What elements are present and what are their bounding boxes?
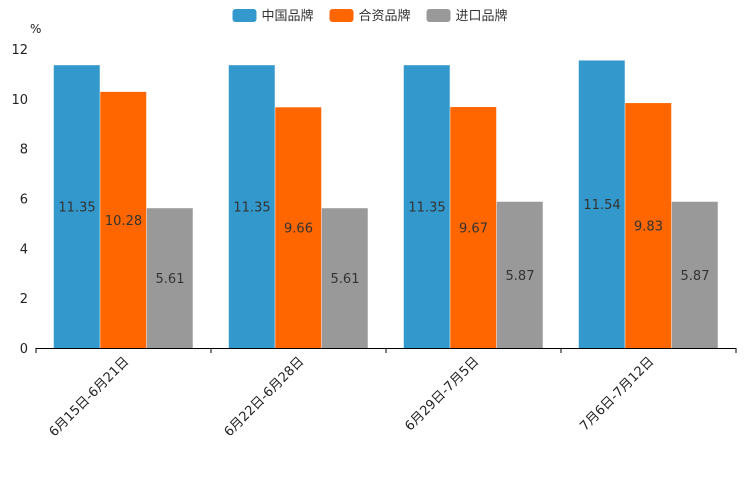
y-tick-label: 2 xyxy=(20,292,28,307)
bar xyxy=(53,65,100,348)
y-tick-label: 12 xyxy=(11,43,28,58)
x-category-label: 7月6日-7月12日 xyxy=(577,354,657,434)
y-tick-label: 4 xyxy=(20,242,28,257)
data-label: 9.83 xyxy=(634,220,663,235)
y-tick-label: 10 xyxy=(11,93,28,108)
y-axis: 0 2 4 6 8 10 12 xyxy=(11,43,28,357)
bar xyxy=(496,201,543,348)
data-label: 11.54 xyxy=(583,198,620,213)
bars: 11.35 10.28 5.61 11.35 9.66 5.61 11.35 9.67 5.87… xyxy=(53,60,718,349)
data-label: 9.66 xyxy=(284,222,313,237)
bar xyxy=(100,91,147,349)
x-category-label: 6月29日-7月5日 xyxy=(402,354,482,434)
y-tick-label: 8 xyxy=(20,143,28,158)
bar xyxy=(403,65,450,348)
bar xyxy=(321,208,368,348)
data-label: 5.61 xyxy=(156,272,185,287)
data-label: 5.61 xyxy=(331,272,360,287)
legend-swatch[interactable] xyxy=(232,9,257,22)
data-label: 5.87 xyxy=(506,269,535,284)
bar xyxy=(671,201,718,348)
y-axis-unit: % xyxy=(30,22,41,36)
bar xyxy=(625,103,672,348)
y-tick-label: 0 xyxy=(20,342,28,357)
legend-swatch[interactable] xyxy=(329,9,354,22)
data-label: 11.35 xyxy=(233,201,270,216)
bar xyxy=(450,107,497,348)
bar xyxy=(228,65,275,348)
data-label: 9.67 xyxy=(459,222,488,237)
x-axis: 6月15日-6月21日 6月22日-6月28日 6月29日-7月5日 7月6日-7月1… xyxy=(35,348,737,440)
x-category-label: 6月15日-6月21日 xyxy=(47,354,133,440)
legend-label[interactable]: 合资品牌 xyxy=(359,8,411,24)
data-label: 11.35 xyxy=(408,201,445,216)
y-tick-label: 6 xyxy=(20,193,28,208)
bar xyxy=(275,107,322,349)
legend-label[interactable]: 进口品牌 xyxy=(456,8,508,24)
bar xyxy=(578,60,625,348)
x-category-label: 6月22日-6月28日 xyxy=(222,354,308,440)
legend-swatch[interactable] xyxy=(426,9,451,22)
bar xyxy=(146,208,193,348)
data-label: 11.35 xyxy=(58,201,95,216)
data-label: 10.28 xyxy=(105,214,142,229)
data-label: 5.87 xyxy=(681,269,710,284)
legend: 中国品牌 合资品牌 进口品牌 xyxy=(232,8,508,24)
legend-label[interactable]: 中国品牌 xyxy=(262,8,314,24)
